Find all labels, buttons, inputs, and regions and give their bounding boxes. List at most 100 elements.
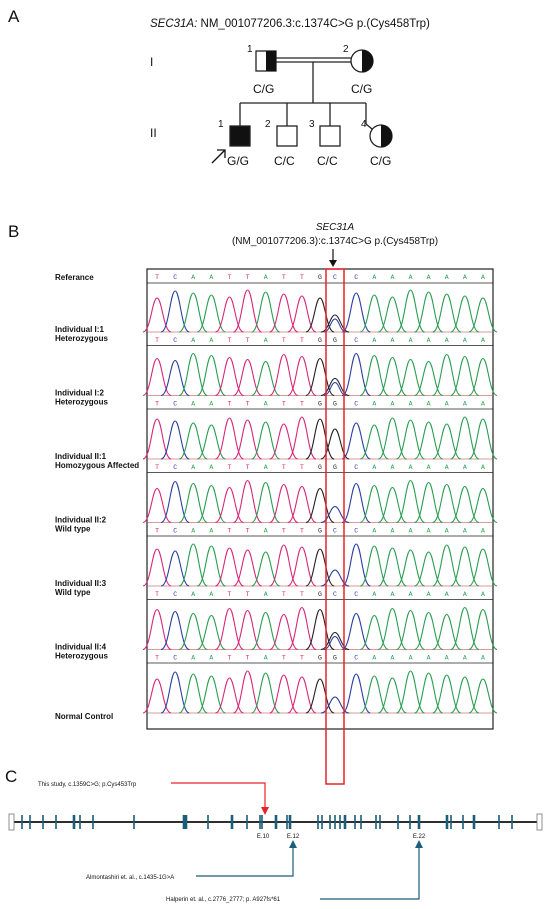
chromatogram-peak — [468, 678, 498, 714]
reference-base: A — [372, 274, 376, 281]
chromatogram-peak — [432, 674, 462, 714]
exon-mark — [360, 815, 362, 829]
base-call: A — [481, 401, 485, 408]
row-label-name: Individual II:3 — [55, 579, 107, 588]
pedigree-I-1-id: 1 — [247, 44, 253, 55]
base-call: T — [228, 337, 232, 344]
base-call: G — [318, 401, 322, 408]
chromatogram-peak — [142, 608, 172, 651]
base-call: T — [246, 528, 250, 535]
base-call: A — [409, 401, 413, 408]
base-call: A — [209, 528, 213, 535]
base-call: A — [481, 655, 485, 662]
chromatogram-peak — [160, 480, 190, 524]
this-study-label: This study, c.1359C>G; p.Cys453Trp — [38, 782, 137, 788]
chromatogram-peak — [251, 551, 281, 587]
chromatogram-peak — [378, 417, 407, 460]
base-call: A — [191, 337, 195, 344]
chromatogram-peak — [396, 609, 425, 651]
chromatogram-peak — [396, 358, 425, 397]
chromatogram-peak — [251, 291, 281, 333]
base-call: A — [409, 337, 413, 344]
row-label-name: Individual I:2 — [55, 389, 104, 398]
variant-arrow — [329, 249, 337, 267]
base-call: T — [228, 591, 232, 598]
base-call: A — [445, 337, 449, 344]
panel-b-letter: B — [8, 222, 19, 241]
chromatogram-peak — [178, 673, 208, 714]
base-call: C — [173, 464, 177, 471]
chromatogram-peak — [359, 675, 389, 714]
reference-base: A — [191, 274, 195, 281]
chromatogram-peak — [287, 606, 317, 651]
chromatogram-peak — [196, 484, 226, 524]
base-call: A — [191, 528, 195, 535]
base-call: T — [228, 655, 232, 662]
row-label-status: Heterozygous — [55, 334, 108, 343]
chromatogram-peak — [178, 482, 208, 524]
variant-highlight-box — [325, 268, 345, 785]
base-call: A — [445, 528, 449, 535]
chromatogram-peak — [341, 482, 371, 524]
base-call: A — [409, 464, 413, 471]
base-call: C — [173, 401, 177, 408]
base-call: A — [372, 591, 376, 598]
chromatogram-peak — [305, 548, 335, 587]
chromatogram-peak — [414, 421, 444, 460]
chromatogram-frame — [146, 268, 494, 730]
pedigree-II-3-id: 3 — [309, 119, 315, 130]
pedigree-I-1-genotype: C/G — [253, 82, 274, 96]
row-label-status: Wild type — [55, 525, 91, 534]
base-call: T — [228, 464, 232, 471]
pedigree-I-2: 2 C/G — [343, 44, 374, 96]
exon-mark — [42, 815, 44, 829]
exon-mark — [397, 815, 399, 829]
chromatogram-peak — [432, 293, 462, 333]
chromatogram-peak-secondary — [323, 635, 347, 650]
base-call: A — [427, 401, 431, 408]
reference-base: C — [354, 274, 358, 281]
base-call: A — [463, 401, 467, 408]
base-call: A — [445, 655, 449, 662]
base-call: A — [264, 337, 268, 344]
panel-a-variant: NM_001077206.3:c.1374C>G p.(Cys458Trp) — [197, 18, 430, 30]
pedigree-lines — [239, 57, 367, 126]
base-call: C — [354, 337, 358, 344]
exon-mark — [133, 815, 135, 829]
chromatogram-peak — [341, 352, 371, 397]
chromatogram-peak — [432, 483, 462, 524]
exon-mark — [343, 815, 347, 829]
exon-mark — [21, 815, 23, 829]
base-call: A — [209, 591, 213, 598]
row-label-status: Heterozygous — [55, 398, 108, 407]
base-call: A — [264, 528, 268, 535]
chromatogram-peak — [432, 613, 462, 651]
base-call: T — [300, 337, 304, 344]
chromatogram-peak — [468, 487, 498, 524]
chromatogram-peak — [196, 294, 226, 333]
chromatogram-peak — [233, 289, 262, 333]
chromatogram-peak — [233, 479, 262, 524]
panel-a-letter: A — [8, 7, 20, 26]
panel-c-letter: C — [5, 767, 17, 786]
chromatogram-traces: T C A A T T A T T G G C A A A A A A A T C A A T T A T T G G C A A A A A A A T C… — [142, 289, 498, 714]
base-call: G — [318, 464, 322, 471]
row-label-status: Heterozygous — [55, 652, 108, 661]
pedigree-II-3: 3 C/C — [309, 119, 341, 168]
exon-mark — [498, 815, 500, 829]
base-call: C — [173, 337, 177, 344]
chromatogram-peak — [178, 422, 208, 460]
exon-mark — [207, 815, 209, 829]
base-call: A — [409, 591, 413, 598]
base-call: A — [209, 401, 213, 408]
pedigree-II-1: 1 G/G — [211, 119, 251, 168]
exon-mark — [409, 815, 411, 829]
chromatogram-peak — [233, 609, 262, 651]
chromatogram-peak — [178, 543, 208, 587]
base-call: T — [300, 655, 304, 662]
panel-b-variant: (NM_001077206.3):c.1374C>G p.(Cys458Trp) — [232, 236, 438, 247]
base-call: A — [427, 528, 431, 535]
chromatogram-peak — [215, 296, 244, 333]
panel-c: C E.10 E.12 E.22 This study, c.1359C>G; … — [5, 767, 543, 903]
